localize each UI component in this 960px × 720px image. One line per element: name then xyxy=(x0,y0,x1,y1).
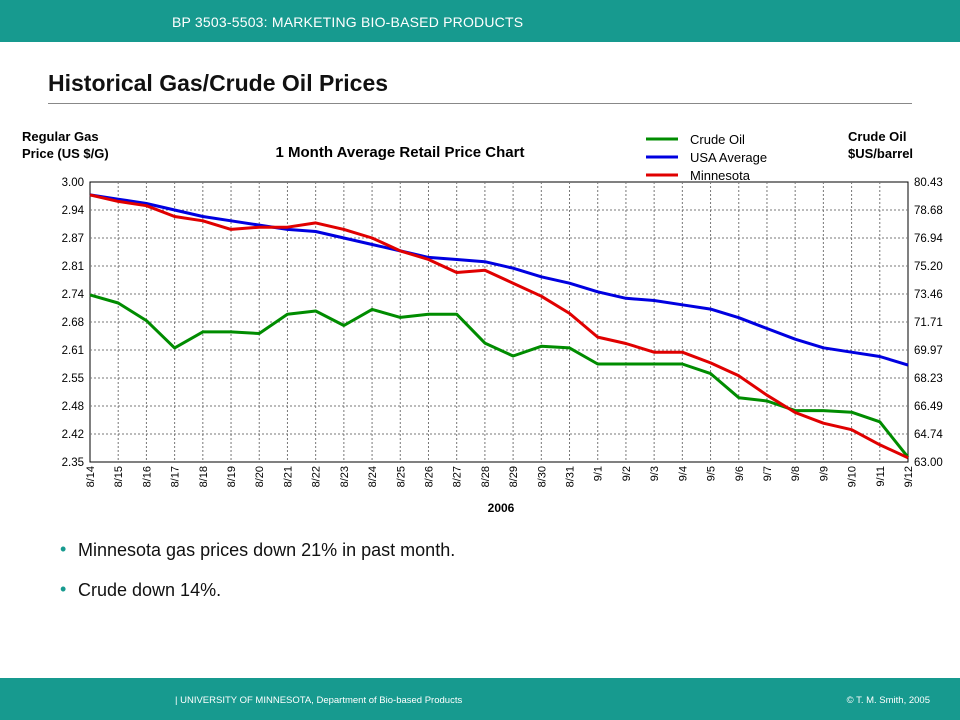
y-tick-left: 3.00 xyxy=(62,177,84,189)
header-bar: BP 3503-5503: MARKETING BIO-BASED PRODUC… xyxy=(0,0,960,42)
x-tick: 8/17 xyxy=(170,466,182,487)
course-title: BP 3503-5503: MARKETING BIO-BASED PRODUC… xyxy=(172,14,524,30)
series-line-minnesota xyxy=(89,193,909,460)
chart-title: 1 Month Average Retail Price Chart xyxy=(276,144,525,161)
y-tick-left: 2.55 xyxy=(62,373,84,385)
price-chart: 3.00 80.43 2.94 78.68 2.87 76.94 2.81 75.20 2.74… xyxy=(22,129,943,515)
title-divider xyxy=(48,103,912,104)
y-tick-right: 63.00 xyxy=(914,457,943,469)
footer-copyright: © T. M. Smith, 2005 xyxy=(846,695,930,706)
y-tick-right: 78.68 xyxy=(914,205,943,217)
x-tick: 8/22 xyxy=(311,466,323,487)
x-tick: 8/27 xyxy=(452,466,464,487)
y-tick-right: 71.71 xyxy=(914,317,943,329)
y-tick-right: 75.20 xyxy=(914,261,943,273)
y-tick-left: 2.74 xyxy=(62,289,85,301)
x-tick: 9/5 xyxy=(706,466,718,481)
y-tick-right: 76.94 xyxy=(914,233,943,245)
x-tick: 8/20 xyxy=(254,466,266,487)
footer-affiliation: | UNIVERSITY OF MINNESOTA, Department of… xyxy=(175,695,463,706)
x-tick: 9/1 xyxy=(593,466,605,481)
x-tick: 8/15 xyxy=(113,466,125,487)
legend-label: USA Average xyxy=(690,150,767,165)
bullet-list: • Minnesota gas prices down 21% in past … xyxy=(60,539,456,620)
x-tick: 9/3 xyxy=(649,466,661,481)
x-tick: 8/14 xyxy=(85,466,97,487)
y-tick-left: 2.68 xyxy=(62,317,84,329)
y-tick-left: 2.35 xyxy=(62,457,84,469)
y-axis-title-right-line2: $US/barrel xyxy=(848,146,913,161)
bullet-text: Crude down 14%. xyxy=(78,580,222,600)
x-tick: 9/9 xyxy=(818,466,830,481)
x-tick: 8/16 xyxy=(141,466,153,487)
y-tick-right: 68.23 xyxy=(914,373,943,385)
y-axis-title-left-line1: Regular Gas xyxy=(22,129,99,144)
x-tick: 8/21 xyxy=(282,466,294,487)
slide-title: Historical Gas/Crude Oil Prices xyxy=(48,70,389,96)
series-line-crude-oil xyxy=(89,293,910,459)
y-tick-left: 2.42 xyxy=(62,429,84,441)
bullet-text: Minnesota gas prices down 21% in past mo… xyxy=(78,540,456,560)
x-tick: 9/8 xyxy=(790,466,802,481)
x-tick: 8/28 xyxy=(480,466,492,487)
bullet-item: • Crude down 14%. xyxy=(60,579,455,601)
bullet-dot-icon: • xyxy=(60,579,67,599)
x-tick: 8/31 xyxy=(565,466,577,487)
y-tick-right: 66.49 xyxy=(914,401,943,413)
legend-label: Crude Oil xyxy=(690,132,745,147)
legend-label: Minnesota xyxy=(690,168,751,183)
bullet-dot-icon: • xyxy=(60,539,67,559)
series-line-usa-average xyxy=(89,193,909,367)
x-tick: 8/24 xyxy=(367,466,379,487)
x-tick: 9/7 xyxy=(762,466,774,481)
x-tick: 8/18 xyxy=(198,466,210,487)
x-tick: 8/23 xyxy=(339,466,351,487)
x-tick: 8/25 xyxy=(395,466,407,487)
y-tick-left: 2.48 xyxy=(62,401,84,413)
x-tick: 8/30 xyxy=(536,466,548,487)
bullet-item: • Minnesota gas prices down 21% in past … xyxy=(60,539,456,561)
y-tick-left: 2.61 xyxy=(62,345,84,357)
footer-bar: | UNIVERSITY OF MINNESOTA, Department of… xyxy=(0,678,960,720)
x-tick: 9/12 xyxy=(903,466,915,487)
y-axis-title-left-line2: Price (US $/G) xyxy=(22,146,109,161)
y-tick-left: 2.94 xyxy=(62,205,85,217)
x-tick: 9/10 xyxy=(847,466,859,487)
x-tick: 9/11 xyxy=(875,466,887,487)
y-tick-right: 64.74 xyxy=(914,429,943,441)
y-tick-right: 73.46 xyxy=(914,289,943,301)
y-axis-title-right-line1: Crude Oil xyxy=(848,129,907,144)
x-tick: 8/19 xyxy=(226,466,238,487)
x-tick: 8/29 xyxy=(508,466,520,487)
x-axis-title: 2006 xyxy=(488,501,515,515)
y-tick-left: 2.87 xyxy=(62,233,84,245)
y-tick-left: 2.81 xyxy=(62,261,84,273)
x-tick: 9/6 xyxy=(734,466,746,481)
y-tick-right: 69.97 xyxy=(914,345,943,357)
x-tick: 9/2 xyxy=(621,466,633,481)
x-tick: 9/4 xyxy=(677,466,689,481)
y-tick-right: 80.43 xyxy=(914,177,943,189)
x-tick: 8/26 xyxy=(423,466,435,487)
